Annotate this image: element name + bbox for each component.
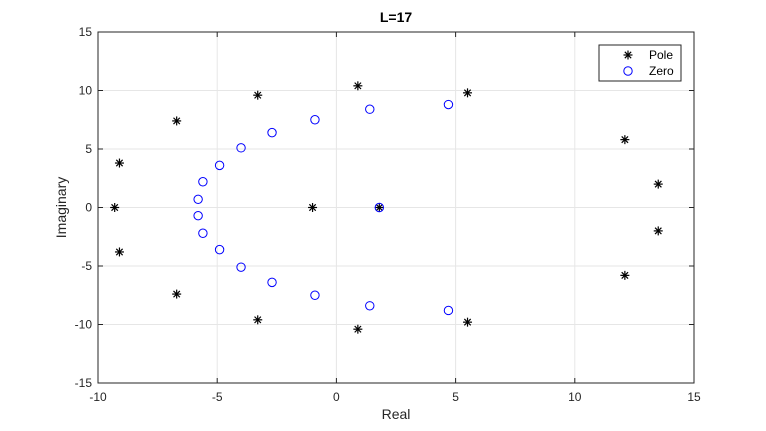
zero-marker — [365, 301, 375, 311]
zero-marker — [214, 244, 225, 255]
y-tick-label: -10 — [75, 318, 93, 332]
y-tick-label: -15 — [75, 376, 93, 390]
x-tick-label: 15 — [687, 390, 701, 404]
y-tick-label: 0 — [85, 201, 92, 215]
x-tick-label: 10 — [568, 390, 582, 404]
legend-pole-marker — [623, 50, 633, 60]
pole-marker — [620, 135, 630, 145]
zero-marker — [365, 104, 375, 114]
pole-marker — [308, 203, 318, 212]
legend-asterisk-icon — [623, 50, 633, 60]
zero-marker — [198, 228, 208, 238]
zero-marker — [267, 277, 277, 288]
zero-marker — [443, 305, 454, 316]
legend-circle-icon — [623, 66, 633, 76]
zero-marker — [443, 99, 454, 110]
pole-marker — [172, 116, 182, 126]
zero-marker — [267, 127, 277, 138]
zero-marker — [193, 194, 203, 205]
zero-marker — [214, 160, 225, 171]
pole-marker — [114, 247, 124, 257]
legend-box — [598, 44, 682, 82]
y-tick-label: -5 — [81, 259, 92, 273]
chart-title: L=17 — [380, 9, 413, 25]
pole-marker — [353, 324, 363, 334]
pole-marker — [253, 315, 263, 325]
pole-marker — [172, 289, 182, 299]
zero-marker — [236, 143, 246, 153]
x-tick-label: -10 — [89, 390, 107, 404]
pole-marker — [463, 317, 473, 327]
pole-marker — [653, 179, 663, 189]
pole-marker — [463, 88, 473, 98]
zero-marker — [374, 202, 385, 213]
zero-marker — [193, 210, 203, 221]
pole-marker — [353, 81, 363, 91]
legend-zero-marker — [623, 66, 633, 76]
pole-marker — [253, 90, 263, 100]
y-tick-label: 5 — [85, 142, 92, 156]
x-tick-label: 5 — [452, 390, 459, 404]
y-axis-label: Imaginary — [53, 177, 69, 238]
pole-marker — [110, 203, 120, 212]
zero-marker — [198, 177, 208, 187]
x-axis-label: Real — [382, 406, 411, 422]
data-points — [110, 81, 663, 334]
legend-pole-label: Pole — [649, 48, 673, 62]
legend-zero-label: Zero — [649, 64, 674, 78]
pole-marker — [374, 203, 384, 212]
y-tick-label: 10 — [79, 84, 93, 98]
zero-marker — [236, 262, 246, 272]
zero-marker — [310, 115, 320, 125]
y-tick-label: 15 — [79, 25, 93, 39]
zero-marker — [310, 290, 320, 300]
x-tick-label: -5 — [212, 390, 223, 404]
legend: Pole Zero — [598, 44, 682, 82]
x-tick-label: 0 — [333, 390, 340, 404]
pole-marker — [114, 158, 124, 168]
pole-marker — [653, 226, 663, 236]
pole-marker — [620, 270, 630, 280]
